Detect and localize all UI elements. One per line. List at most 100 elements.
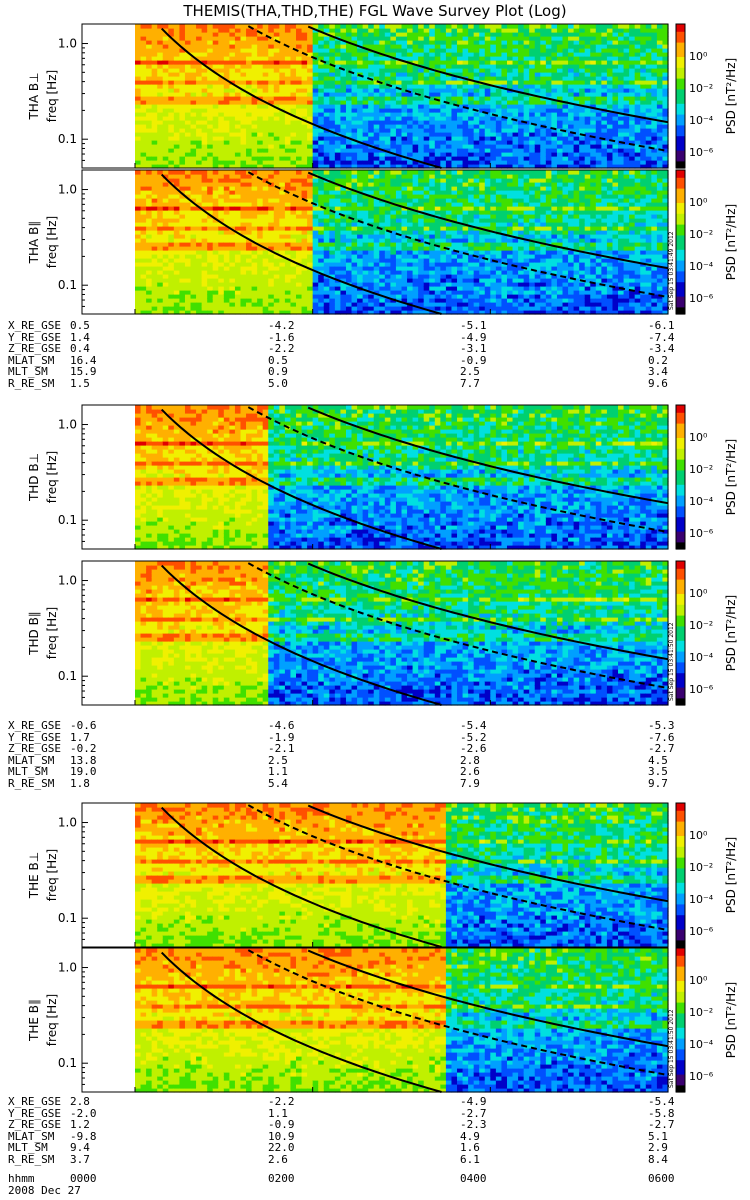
spectrogram-cell	[263, 148, 269, 153]
spectrogram-cell	[191, 140, 197, 145]
spectrogram-cell	[313, 190, 319, 195]
spectrogram-cell	[374, 56, 380, 61]
spectrogram-cell	[235, 36, 241, 41]
spectrogram-cell	[568, 48, 574, 53]
spectrogram-cell	[324, 242, 330, 247]
spectrogram-cell	[168, 222, 174, 227]
spectrogram-cell	[590, 60, 596, 65]
spectrogram-cell	[268, 64, 274, 69]
spectrogram-cell	[157, 44, 163, 49]
spectrogram-cell	[568, 144, 574, 149]
spectrogram-cell	[213, 104, 219, 109]
spectrogram-cell	[474, 60, 480, 65]
spectrogram-cell	[329, 52, 335, 57]
spectrogram-cell	[246, 128, 252, 133]
spectrogram-cell	[191, 222, 197, 227]
spectrogram-cell	[496, 144, 502, 149]
spectrogram-cell	[246, 186, 252, 191]
spectrogram-cell	[557, 84, 563, 89]
spectrogram-cell	[168, 282, 174, 287]
spectrogram-cell	[174, 278, 180, 283]
spectrogram-cell	[451, 52, 457, 57]
spectrogram-cell	[579, 156, 585, 161]
spectrogram-cell	[252, 84, 258, 89]
spectrogram-cell	[357, 40, 363, 45]
spectrogram-cell	[540, 32, 546, 37]
spectrogram-cell	[596, 124, 602, 129]
spectrogram-cell	[385, 156, 391, 161]
spectrogram-cell	[651, 48, 657, 53]
spectrogram-cell	[335, 104, 341, 109]
spectrogram-cell	[196, 170, 202, 175]
spectrogram-cell	[485, 116, 491, 121]
spectrogram-cell	[329, 112, 335, 117]
spectrogram-cell	[157, 24, 163, 29]
spectrogram-cell	[168, 262, 174, 267]
spectrogram-cell	[324, 262, 330, 267]
spectrogram-cell	[479, 116, 485, 121]
spectrogram-cell	[174, 52, 180, 57]
spectrogram-cell	[202, 84, 208, 89]
spectrogram-cell	[446, 52, 452, 57]
spectrogram-cell	[224, 40, 230, 45]
spectrogram-cell	[213, 262, 219, 267]
spectrogram-cell	[318, 120, 324, 125]
spectrogram-cell	[418, 132, 424, 137]
spectrogram-cell	[285, 182, 291, 187]
spectrogram-cell	[407, 80, 413, 85]
spectrogram-cell	[163, 92, 169, 97]
spectrogram-cell	[191, 170, 197, 175]
spectrogram-cell	[285, 136, 291, 141]
spectrogram-cell	[335, 32, 341, 37]
spectrogram-cell	[624, 24, 630, 29]
spectrogram-cell	[640, 72, 646, 77]
spectrogram-cell	[507, 140, 513, 145]
spectrogram-cell	[601, 32, 607, 37]
spectrogram-cell	[657, 60, 663, 65]
spectrogram-cell	[196, 36, 202, 41]
spectrogram-cell	[213, 136, 219, 141]
spectrogram-cell	[263, 274, 269, 279]
spectrogram-cell	[290, 64, 296, 69]
spectrogram-cell	[246, 44, 252, 49]
spectrogram-cell	[346, 52, 352, 57]
colorbar-segment	[676, 96, 685, 100]
spectrogram-cell	[290, 266, 296, 271]
spectrogram-cell	[385, 136, 391, 141]
spectrogram-cell	[329, 80, 335, 85]
spectrogram-cell	[213, 294, 219, 299]
spectrogram-cell	[235, 306, 241, 311]
spectrogram-cell	[185, 140, 191, 145]
spectrogram-cell	[335, 254, 341, 259]
spectrogram-cell	[396, 36, 402, 41]
spectrogram-cell	[218, 302, 224, 307]
spectrogram-cell	[213, 230, 219, 235]
spectrogram-cell	[529, 88, 535, 93]
spectrogram-cell	[563, 104, 569, 109]
spectrogram-cell	[202, 254, 208, 259]
spectrogram-cell	[307, 262, 313, 267]
spectrogram-cell	[324, 80, 330, 85]
spectrogram-cell	[224, 250, 230, 255]
spectrogram-cell	[296, 242, 302, 247]
spectrogram-cell	[596, 80, 602, 85]
spectrogram-cell	[507, 56, 513, 61]
spectrogram-cell	[496, 92, 502, 97]
spectrogram-cell	[635, 28, 641, 33]
spectrogram-cell	[413, 148, 419, 153]
spectrogram-cell	[640, 148, 646, 153]
spectrogram-cell	[302, 178, 308, 183]
spectrogram-cell	[518, 32, 524, 37]
spectrogram-cell	[574, 32, 580, 37]
spectrogram-cell	[252, 76, 258, 81]
spectrogram-cell	[235, 178, 241, 183]
spectrogram-cell	[191, 182, 197, 187]
spectrogram-cell	[246, 64, 252, 69]
spectrogram-cell	[207, 170, 213, 175]
spectrogram-cell	[468, 132, 474, 137]
spectrogram-cell	[163, 250, 169, 255]
spectrogram-cell	[240, 274, 246, 279]
colorbar-segment	[676, 31, 685, 35]
spectrogram-cell	[607, 76, 613, 81]
spectrogram-cell	[213, 198, 219, 203]
